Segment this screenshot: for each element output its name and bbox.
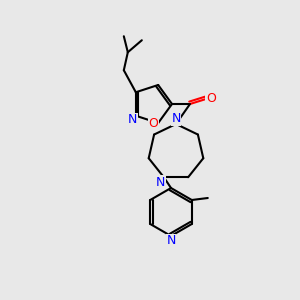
Text: O: O bbox=[148, 116, 158, 130]
Text: N: N bbox=[156, 176, 166, 189]
Text: N: N bbox=[166, 235, 176, 248]
Text: O: O bbox=[206, 92, 216, 106]
Text: N: N bbox=[128, 113, 137, 126]
Text: N: N bbox=[171, 112, 181, 125]
